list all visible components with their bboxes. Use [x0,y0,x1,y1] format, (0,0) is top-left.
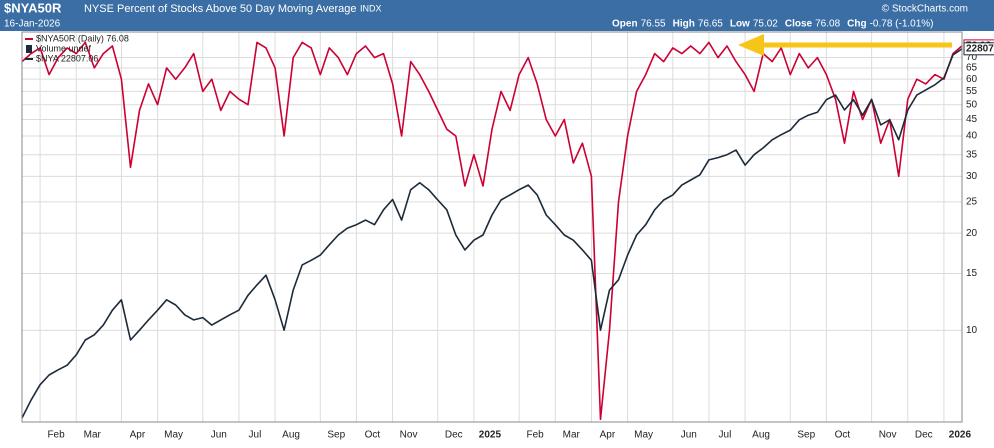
quote-value: 75.02 [753,19,778,30]
quote-label: Low [730,19,750,30]
y-tick-label: 15 [966,268,978,279]
x-tick-label: Feb [47,430,65,441]
credit: © StockCharts.com [882,4,968,15]
x-tick-label: May [164,430,183,441]
y-tick-label: 30 [966,171,978,182]
symbol: $NYA50R [4,0,62,15]
end-tag-box [963,42,994,56]
y-tick-label: 35 [966,149,978,160]
quote-label: Close [785,19,813,30]
x-tick-label: Aug [282,430,300,441]
y-tick-label: 65 [966,63,978,74]
y-tick-label: 10 [966,325,978,336]
quote-value: 76.08 [815,19,840,30]
x-tick-label: Jun [211,430,227,441]
quote-value: 76.55 [641,19,666,30]
y-tick-label: 40 [966,131,978,142]
quote-label: Open [612,19,638,30]
x-tick-label: Oct [365,430,381,441]
legend-swatch [26,45,32,53]
x-tick-label: Mar [84,430,102,441]
series-line [21,41,963,421]
x-tick-label: Nov [400,430,418,441]
plot [21,32,963,422]
x-tick-label: Dec [915,430,933,441]
y-tick-label: 70 [966,52,978,63]
x-tick-label: Apr [600,430,616,441]
x-tick-label: Feb [526,430,544,441]
x-tick-label: Jul [249,430,262,441]
y-tick-label: 20 [966,228,978,239]
arrow-head [738,34,764,56]
quote-label: High [673,19,695,30]
date: 16-Jan-2026 [4,19,61,30]
quote-label: Chg [847,19,866,30]
header-bar [0,0,994,31]
x-tick-label: 2025 [479,430,502,441]
x-tick-label: Dec [445,430,463,441]
y-tick-label: 50 [966,99,978,110]
subtitle: NYSE Percent of Stocks Above 50 Day Movi… [84,3,357,15]
x-tick-label: 2026 [949,430,972,441]
y-tick-label: 25 [966,197,978,208]
end-tag: 22807 [966,43,994,54]
quote-value: 76.65 [698,19,723,30]
quote-value: -0.78 (-1.01%) [870,19,934,30]
x-tick-label: Jul [719,430,732,441]
x-tick-label: Oct [835,430,851,441]
legend-label: $NYA50R (Daily) 76.08 [36,33,129,43]
plot-border [21,31,963,423]
x-tick-label: May [634,430,653,441]
x-tick-label: Jun [681,430,697,441]
x-tick-label: Apr [130,430,146,441]
legend-label: $NYA 22807.06 [36,53,98,63]
series-line [21,48,963,419]
quote: Open 76.55 High 76.65 Low 75.02 Close 76.08 Chg -… [612,19,934,30]
legend-label: Volume undef [36,43,92,53]
x-tick-label: Nov [879,430,897,441]
y-tick-label: 60 [966,74,978,85]
x-tick-label: Mar [563,430,581,441]
x-tick-label: Aug [752,430,770,441]
y-tick-label: 45 [966,114,978,125]
x-tick-label: Sep [797,430,815,441]
arrow-annotation [738,34,952,56]
exchange: INDX [360,3,382,13]
y-tick-label: 55 [966,86,978,97]
x-tick-label: Sep [327,430,345,441]
